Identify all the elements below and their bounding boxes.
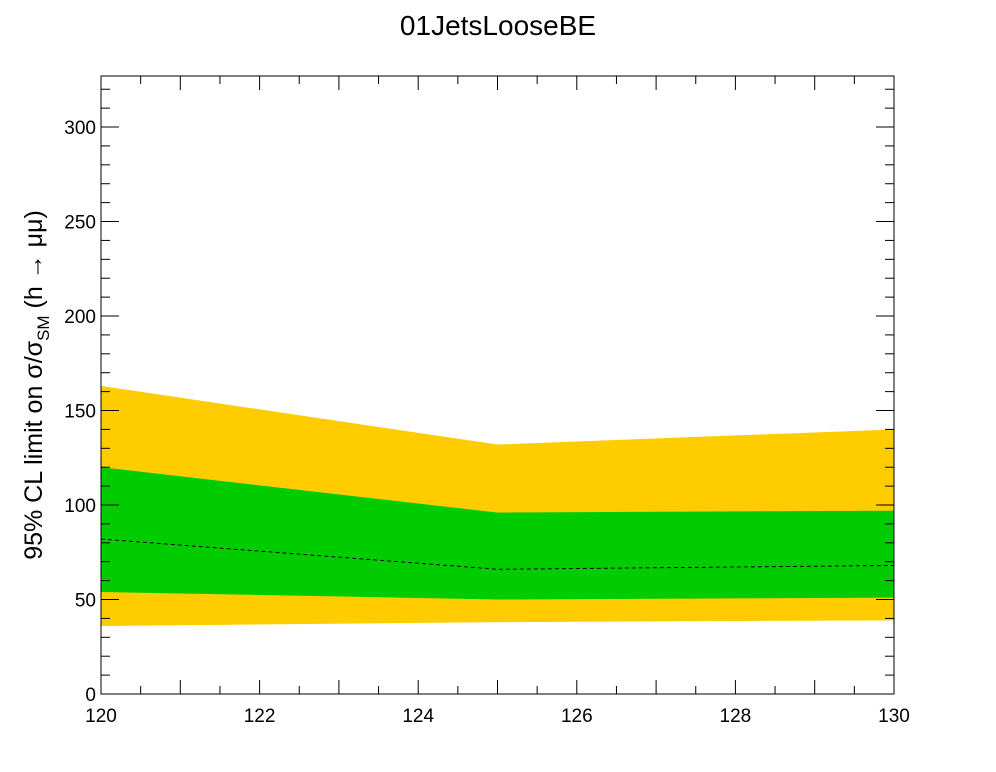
chart-title: 01JetsLooseBE	[399, 10, 597, 41]
band-1sigma	[101, 467, 894, 600]
y-tick-label: 200	[64, 307, 96, 328]
y-axis-title-sub: SM	[34, 315, 53, 341]
y-axis-title-tail: (h → μμ)	[20, 210, 48, 315]
y-tick-label: 300	[64, 118, 96, 139]
expected-limit-line	[100, 538, 895, 570]
x-tick-label: 120	[85, 706, 117, 727]
expected-layer	[100, 538, 895, 570]
y-axis-title: 95% CL limit on σ/σSM (h → μμ)	[20, 210, 53, 560]
y-tick-label: 150	[64, 402, 96, 423]
y-tick-label: 100	[64, 496, 96, 517]
x-tick-label: 122	[244, 706, 276, 727]
x-tick-label: 124	[402, 706, 434, 727]
ticks-layer	[100, 76, 895, 695]
y-tick-label: 250	[64, 213, 96, 234]
x-tick-label: 130	[878, 706, 910, 727]
tick-labels-layer: 120 122 124 126 128 130 0 50 100 150 200 250 300	[64, 118, 910, 727]
x-tick-label: 126	[561, 706, 593, 727]
y-axis-title-main: 95% CL limit on σ/σ	[20, 340, 48, 559]
bands-layer	[101, 385, 894, 626]
y-tick-label: 50	[75, 591, 96, 612]
y-tick-label: 0	[85, 685, 96, 706]
x-tick-label: 128	[720, 706, 752, 727]
